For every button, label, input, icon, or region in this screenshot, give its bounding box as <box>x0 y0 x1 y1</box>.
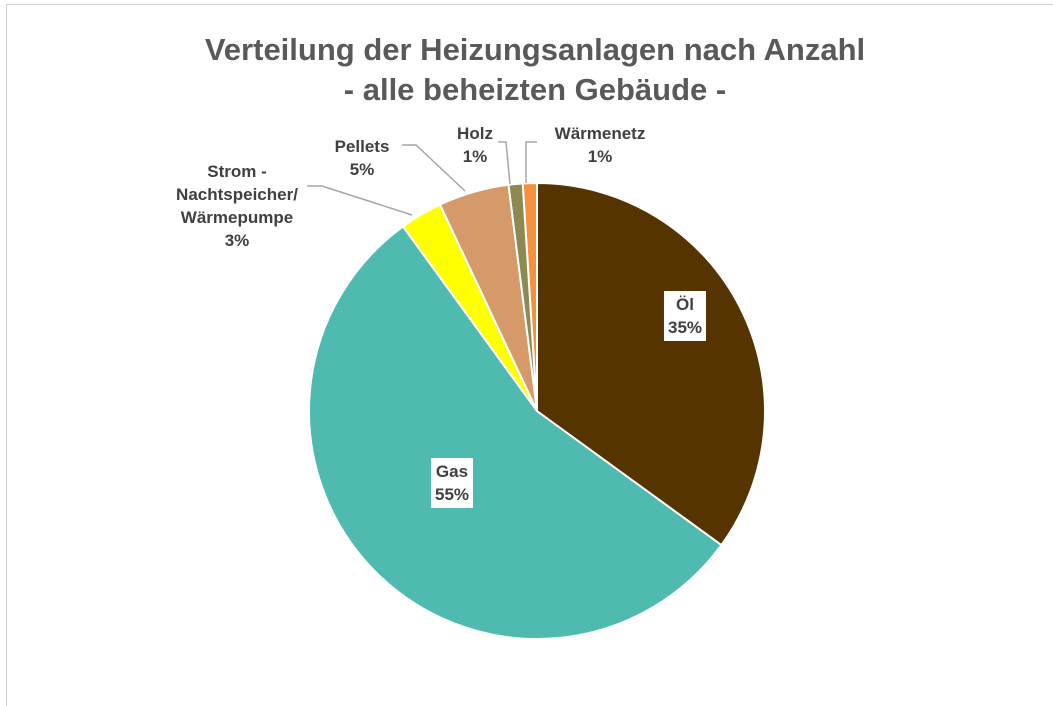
pie-slice <box>308 225 723 640</box>
value-label: 1% <box>587 147 613 166</box>
data-label: Holz 1% <box>457 122 493 168</box>
category-label: Pellets <box>334 137 390 156</box>
data-label: Wärmenetz 1% <box>555 122 646 168</box>
chart-frame <box>6 4 1053 706</box>
category-label: Öl <box>676 295 694 314</box>
chart-title: - alle beheizten Gebäude - <box>343 72 727 107</box>
category-label: Strom - Nachtspeicher/ Wärmepumpe <box>176 162 298 227</box>
value-label: 5% <box>349 160 375 179</box>
category-label: Holz <box>457 124 493 143</box>
category-label: Gas <box>435 462 469 481</box>
data-label: Strom - Nachtspeicher/ Wärmepumpe 3% <box>175 160 300 252</box>
value-label: 35% <box>667 318 703 337</box>
leader-line <box>307 185 413 216</box>
leader-lines <box>307 141 537 216</box>
value-label: 3% <box>224 231 250 250</box>
category-label: Wärmenetz <box>554 124 646 143</box>
value-label: 55% <box>434 485 470 504</box>
chart-title: Verteilung der Heizungsanlagen nach Anza… <box>204 32 866 67</box>
data-label: Öl 35% <box>663 291 707 341</box>
leader-line <box>525 141 537 183</box>
data-label: Pellets 5% <box>335 135 390 181</box>
pie-slice <box>536 181 766 547</box>
leader-line <box>402 144 466 192</box>
leader-line <box>498 141 511 185</box>
data-label: Gas 55% <box>430 458 474 508</box>
value-label: 1% <box>462 147 488 166</box>
